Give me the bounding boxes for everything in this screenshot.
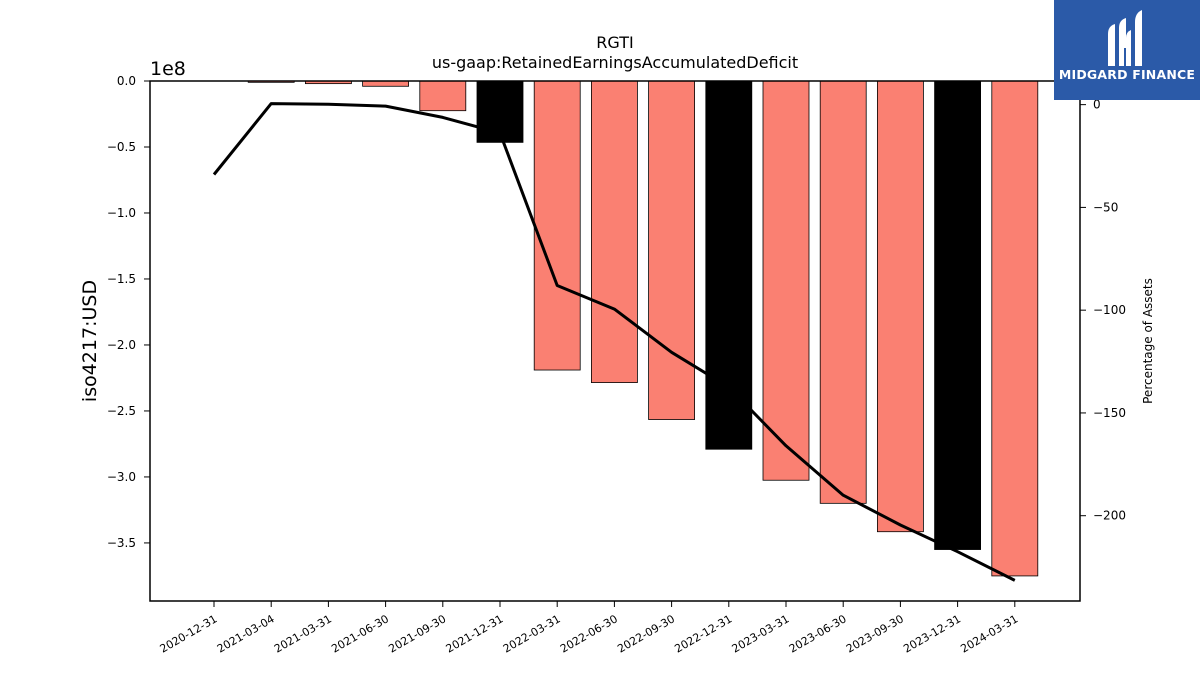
line-layer <box>212 102 1016 582</box>
y2-axis: 0 −50 −100 −150 −200 <box>1080 98 1126 523</box>
chart-subtitle: us-gaap:RetainedEarningsAccumulatedDefic… <box>432 53 798 72</box>
bar-2023-03-31 <box>762 80 810 481</box>
y-tick-label: −1.0 <box>107 206 136 220</box>
percentage-of-assets-line <box>212 102 1016 582</box>
midgard-logo-icon <box>1108 10 1142 66</box>
bars-layer <box>190 80 1039 577</box>
bar-2024-03-31 <box>991 80 1039 577</box>
bar-2022-03-31 <box>533 80 581 371</box>
bar-2023-09-30 <box>877 80 924 533</box>
x-tick-label: 2021-09-30 <box>386 612 448 655</box>
y2-tick-label: −50 <box>1093 200 1118 214</box>
y-tick-label: −3.5 <box>107 536 136 550</box>
x-tick-label: 2021-03-31 <box>272 612 334 655</box>
y2-axis-label: Percentage of Assets <box>1141 278 1155 404</box>
y-tick-label: −0.5 <box>107 140 136 154</box>
chart-title: RGTI <box>596 33 633 52</box>
logo-text: MIDGARD FINANCE <box>1058 67 1196 82</box>
x-tick-label: 2022-06-30 <box>558 612 620 655</box>
bar-2023-12-31 <box>934 80 981 550</box>
y-offset-label: 1e8 <box>150 58 186 80</box>
x-tick-label: 2022-03-31 <box>501 612 563 655</box>
bar-2021-09-30 <box>419 80 467 112</box>
y2-tick-label: −200 <box>1093 509 1126 523</box>
x-tick-label: 2021-06-30 <box>329 612 391 655</box>
y-tick-label: −3.0 <box>107 470 136 484</box>
x-tick-label: 2023-06-30 <box>787 612 849 655</box>
bar-2022-06-30 <box>591 80 638 383</box>
x-tick-label: 2021-12-31 <box>444 612 506 655</box>
x-tick-label: 2024-03-31 <box>958 612 1020 655</box>
y-tick-label: 0.0 <box>117 74 136 88</box>
x-tick-label: 2023-12-31 <box>901 612 963 655</box>
y-axis-label: iso4217:USD <box>79 280 101 402</box>
y-axis: 0.0 −0.5 −1.0 −1.5 −2.0 −2.5 −3.0 −3.5 <box>107 74 150 550</box>
y2-tick-label: 0 <box>1093 98 1101 112</box>
y-tick-label: −2.5 <box>107 404 136 418</box>
x-tick-label: 2023-03-31 <box>730 612 792 655</box>
x-axis: 2020-12-312021-03-042021-03-312021-06-30… <box>158 601 1020 656</box>
y2-tick-label: −150 <box>1093 406 1126 420</box>
x-tick-label: 2022-12-31 <box>672 612 734 655</box>
y-tick-label: −2.0 <box>107 338 136 352</box>
x-tick-label: 2023-09-30 <box>844 612 906 655</box>
bar-2022-12-31 <box>705 80 753 450</box>
plot-frame <box>149 80 1081 602</box>
bar-2021-06-30 <box>362 80 410 87</box>
x-tick-label: 2020-12-31 <box>158 612 220 655</box>
x-tick-label: 2021-03-04 <box>215 612 277 655</box>
midgard-finance-logo: MIDGARD FINANCE <box>1054 0 1200 100</box>
y-tick-label: −1.5 <box>107 272 136 286</box>
y2-tick-label: −100 <box>1093 303 1126 317</box>
bar-2022-09-30 <box>648 80 695 420</box>
bar-2023-06-30 <box>819 80 867 504</box>
x-tick-label: 2022-09-30 <box>615 612 677 655</box>
